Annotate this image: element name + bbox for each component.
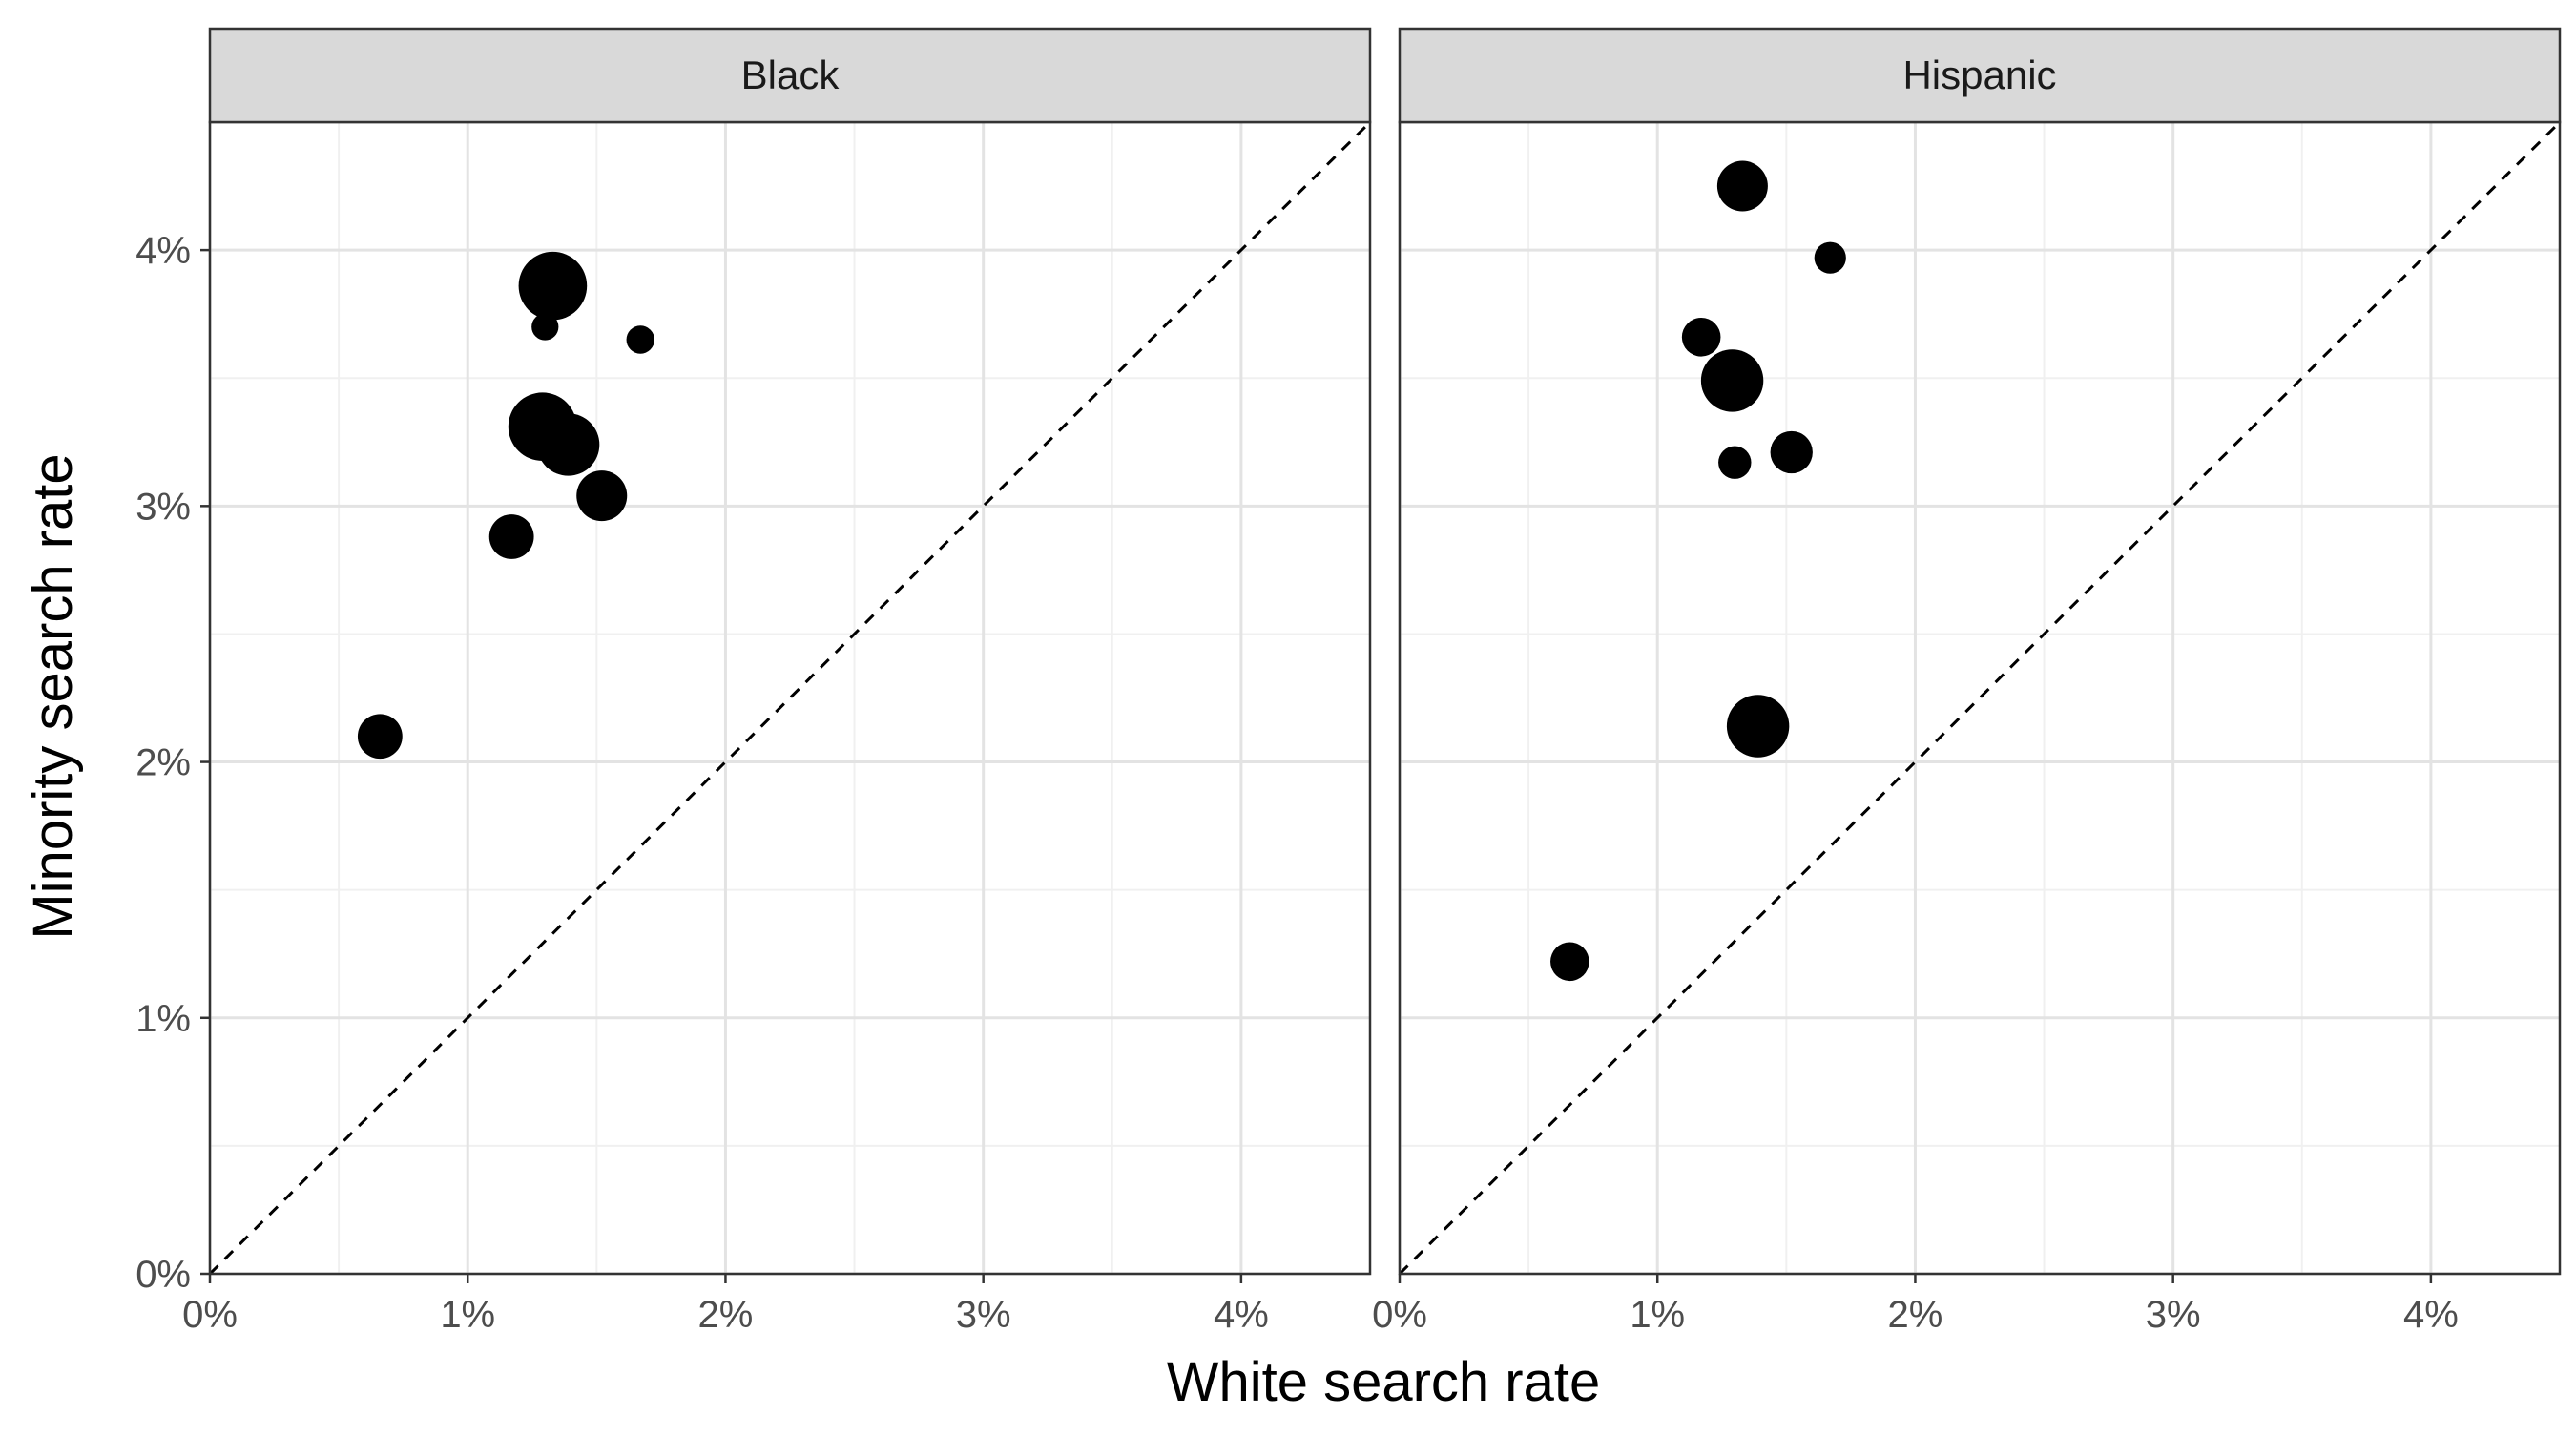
reference-diagonal (1398, 120, 2562, 1276)
x-tick-label: 0% (182, 1294, 238, 1336)
x-tick-label: 3% (956, 1294, 1011, 1336)
data-point (1718, 446, 1752, 479)
x-tick-label: 1% (440, 1294, 495, 1336)
data-point (1814, 241, 1846, 274)
x-tick-label: 1% (1630, 1294, 1685, 1336)
reference-diagonal (208, 120, 1372, 1276)
y-axis-title: Minority search rate (22, 453, 84, 939)
data-point (1550, 942, 1589, 982)
x-tick-label: 3% (2146, 1294, 2201, 1336)
data-point (518, 251, 588, 321)
data-point (626, 325, 654, 354)
data-point (488, 514, 534, 559)
data-point (531, 313, 559, 341)
x-tick-label: 4% (1214, 1294, 1269, 1336)
y-tick-label: 3% (135, 486, 191, 528)
y-tick-label: 0% (135, 1254, 191, 1296)
data-point (1700, 349, 1764, 412)
y-tick-label: 1% (135, 998, 191, 1040)
x-tick-label: 2% (1888, 1294, 1943, 1336)
x-tick-label: 2% (698, 1294, 754, 1336)
x-tick-label: 4% (2403, 1294, 2459, 1336)
x-axis-title: White search rate (1167, 1351, 1601, 1413)
data-point (1716, 160, 1768, 212)
data-point (576, 470, 628, 522)
strip-header (1398, 27, 2562, 124)
x-tick-label: 0% (1372, 1294, 1427, 1336)
data-point (1726, 695, 1790, 758)
data-point (1770, 430, 1813, 474)
y-tick-label: 4% (135, 230, 191, 272)
panel-black: Black 0% 1% 2% 3% 4% 0% 1% 2% 3% 4% (135, 27, 1372, 1336)
data-point (357, 714, 403, 760)
y-tick-label: 2% (135, 742, 191, 784)
strip-label: Hispanic (1902, 52, 2056, 97)
data-point (1681, 318, 1721, 357)
strip-header (208, 27, 1372, 124)
data-point (536, 413, 600, 476)
panel-hispanic: Hispanic 0% 1% 2% 3% 4% (1372, 27, 2562, 1336)
strip-label: Black (741, 52, 841, 97)
